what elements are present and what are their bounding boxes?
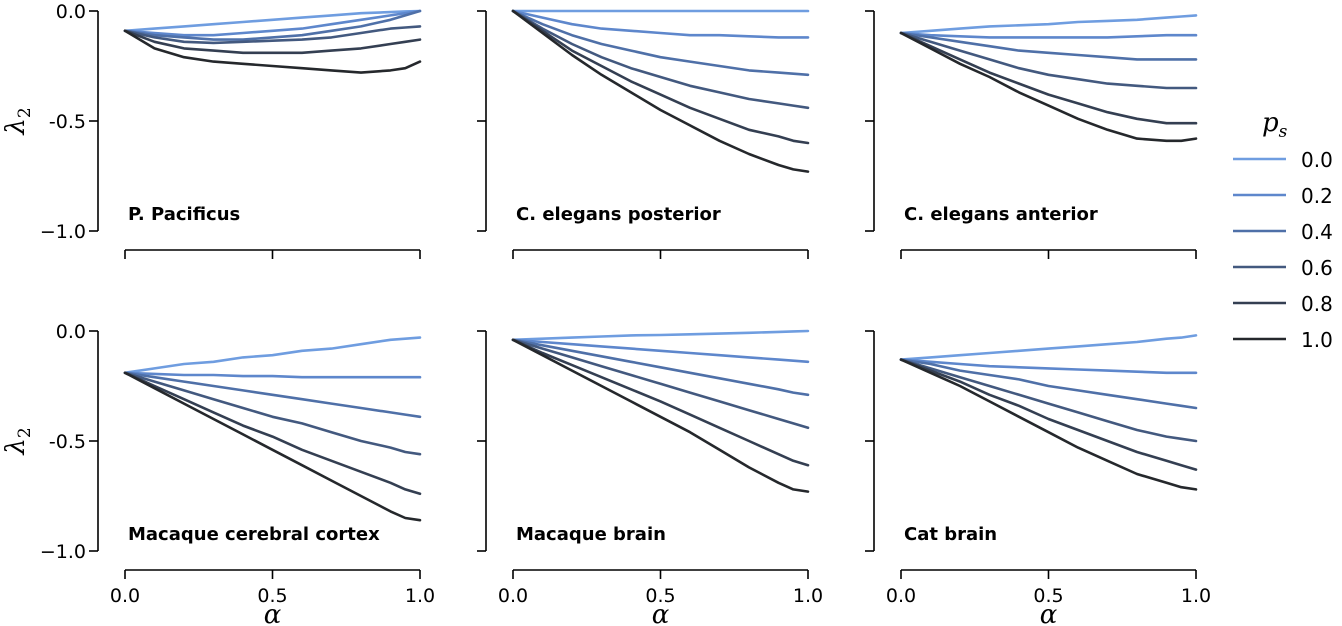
panel-title: Macaque cerebral cortex: [128, 524, 380, 545]
series-line-ps-0.6: [899, 31, 1198, 90]
series-line-ps-0.8: [511, 9, 810, 145]
y-axis-label: λ2: [1, 427, 35, 455]
series-line-ps-0.2: [511, 338, 810, 364]
x-tick-label: 0.0: [498, 585, 528, 607]
x-axis-label: α: [652, 600, 670, 626]
series-line-ps-0.0: [511, 329, 810, 342]
series-line-ps-0.6: [123, 371, 422, 456]
legend-label-0.4: 0.4: [1301, 220, 1333, 244]
series-line-ps-0.4: [123, 9, 422, 41]
x-tick-label: 0.5: [645, 585, 675, 607]
series-line-ps-1.0: [123, 29, 422, 74]
series-line-ps-0.4: [899, 358, 1198, 410]
panel-title: C. elegans anterior: [904, 204, 1098, 225]
x-tick-label: 0.5: [257, 585, 287, 607]
panel-4: 0.0 -0.5 −1.0 0.0 0.5 1.0 Macaque cerebral cor…: [1, 321, 435, 626]
series-line-ps-0.4: [511, 338, 810, 397]
series-line-ps-0.4: [899, 31, 1198, 61]
x-tick-label: 0.0: [110, 585, 140, 607]
series-line-ps-0.6: [511, 338, 810, 430]
series-line-ps-0.2: [899, 31, 1198, 39]
legend-label-0.8: 0.8: [1301, 292, 1333, 316]
series-line-ps-0.8: [123, 371, 422, 496]
series-line-ps-0.0: [123, 9, 422, 33]
legend: ps 0.0 0.2 0.4 0.6 0.8 1.0: [1233, 108, 1333, 352]
panel-2: C. elegans posterior: [477, 9, 810, 259]
series-line-ps-0.0: [899, 14, 1198, 35]
series-line-ps-0.4: [123, 371, 422, 419]
series-line-ps-0.8: [899, 31, 1198, 125]
y-tick-label: -0.5: [49, 111, 86, 133]
legend-label-0.0: 0.0: [1301, 148, 1333, 172]
series-line-ps-0.8: [123, 29, 422, 55]
panel-1: 0.0 -0.5 −1.0 P. Pacificus λ2: [1, 1, 422, 259]
y-axis-label: λ2: [1, 107, 35, 135]
panel-title: C. elegans posterior: [516, 204, 721, 225]
series-line-ps-0.2: [511, 9, 810, 39]
series-line-ps-1.0: [899, 358, 1198, 491]
x-tick-label: 1.0: [405, 585, 435, 607]
y-tick-label: -0.5: [49, 431, 86, 453]
series-line-ps-1.0: [899, 31, 1198, 143]
y-tick-label: −1.0: [40, 221, 86, 243]
legend-label-1.0: 1.0: [1301, 328, 1333, 352]
panel-title: Cat brain: [904, 524, 997, 545]
series-line-ps-0.8: [899, 358, 1198, 471]
x-tick-label: 1.0: [1181, 585, 1211, 607]
panel-title: Macaque brain: [516, 524, 666, 545]
series-line-ps-1.0: [511, 9, 810, 173]
legend-label-0.2: 0.2: [1301, 184, 1333, 208]
series-line-ps-0.2: [123, 9, 422, 37]
series-line-ps-0.0: [899, 334, 1198, 361]
panel-title: P. Pacificus: [128, 204, 240, 225]
series-line-ps-0.2: [123, 371, 422, 379]
series-line-ps-1.0: [123, 371, 422, 522]
panel-3: C. elegans anterior: [865, 10, 1198, 259]
series-line-ps-0.6: [899, 358, 1198, 443]
y-tick-label: 0.0: [56, 1, 86, 23]
x-tick-label: 0.0: [886, 585, 916, 607]
y-tick-label: 0.0: [56, 321, 86, 343]
series-line-ps-0.2: [899, 358, 1198, 375]
panels: 0.0 -0.5 −1.0 P. Pacificus λ2 C. elegans post…: [1, 1, 1211, 626]
x-axis-label: α: [1040, 600, 1058, 626]
series-line-ps-0.6: [123, 25, 422, 45]
panel-5: 0.0 0.5 1.0 Macaque brain α: [477, 329, 823, 626]
series-line-ps-0.0: [123, 336, 422, 375]
series-line-ps-0.8: [511, 338, 810, 467]
series-line-ps-0.4: [511, 9, 810, 77]
panel-6: 0.0 0.5 1.0 Cat brain α: [865, 330, 1211, 626]
x-tick-label: 0.5: [1033, 585, 1063, 607]
y-tick-label: −1.0: [40, 541, 86, 563]
x-tick-label: 1.0: [793, 585, 823, 607]
series-line-ps-0.6: [511, 9, 810, 110]
series-line-ps-1.0: [511, 338, 810, 493]
x-axis-label: α: [264, 600, 282, 626]
legend-title: ps: [1262, 108, 1288, 142]
legend-label-0.6: 0.6: [1301, 256, 1333, 280]
